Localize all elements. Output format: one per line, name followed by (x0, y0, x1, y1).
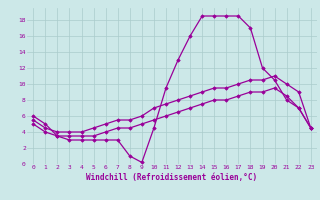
X-axis label: Windchill (Refroidissement éolien,°C): Windchill (Refroidissement éolien,°C) (86, 173, 258, 182)
